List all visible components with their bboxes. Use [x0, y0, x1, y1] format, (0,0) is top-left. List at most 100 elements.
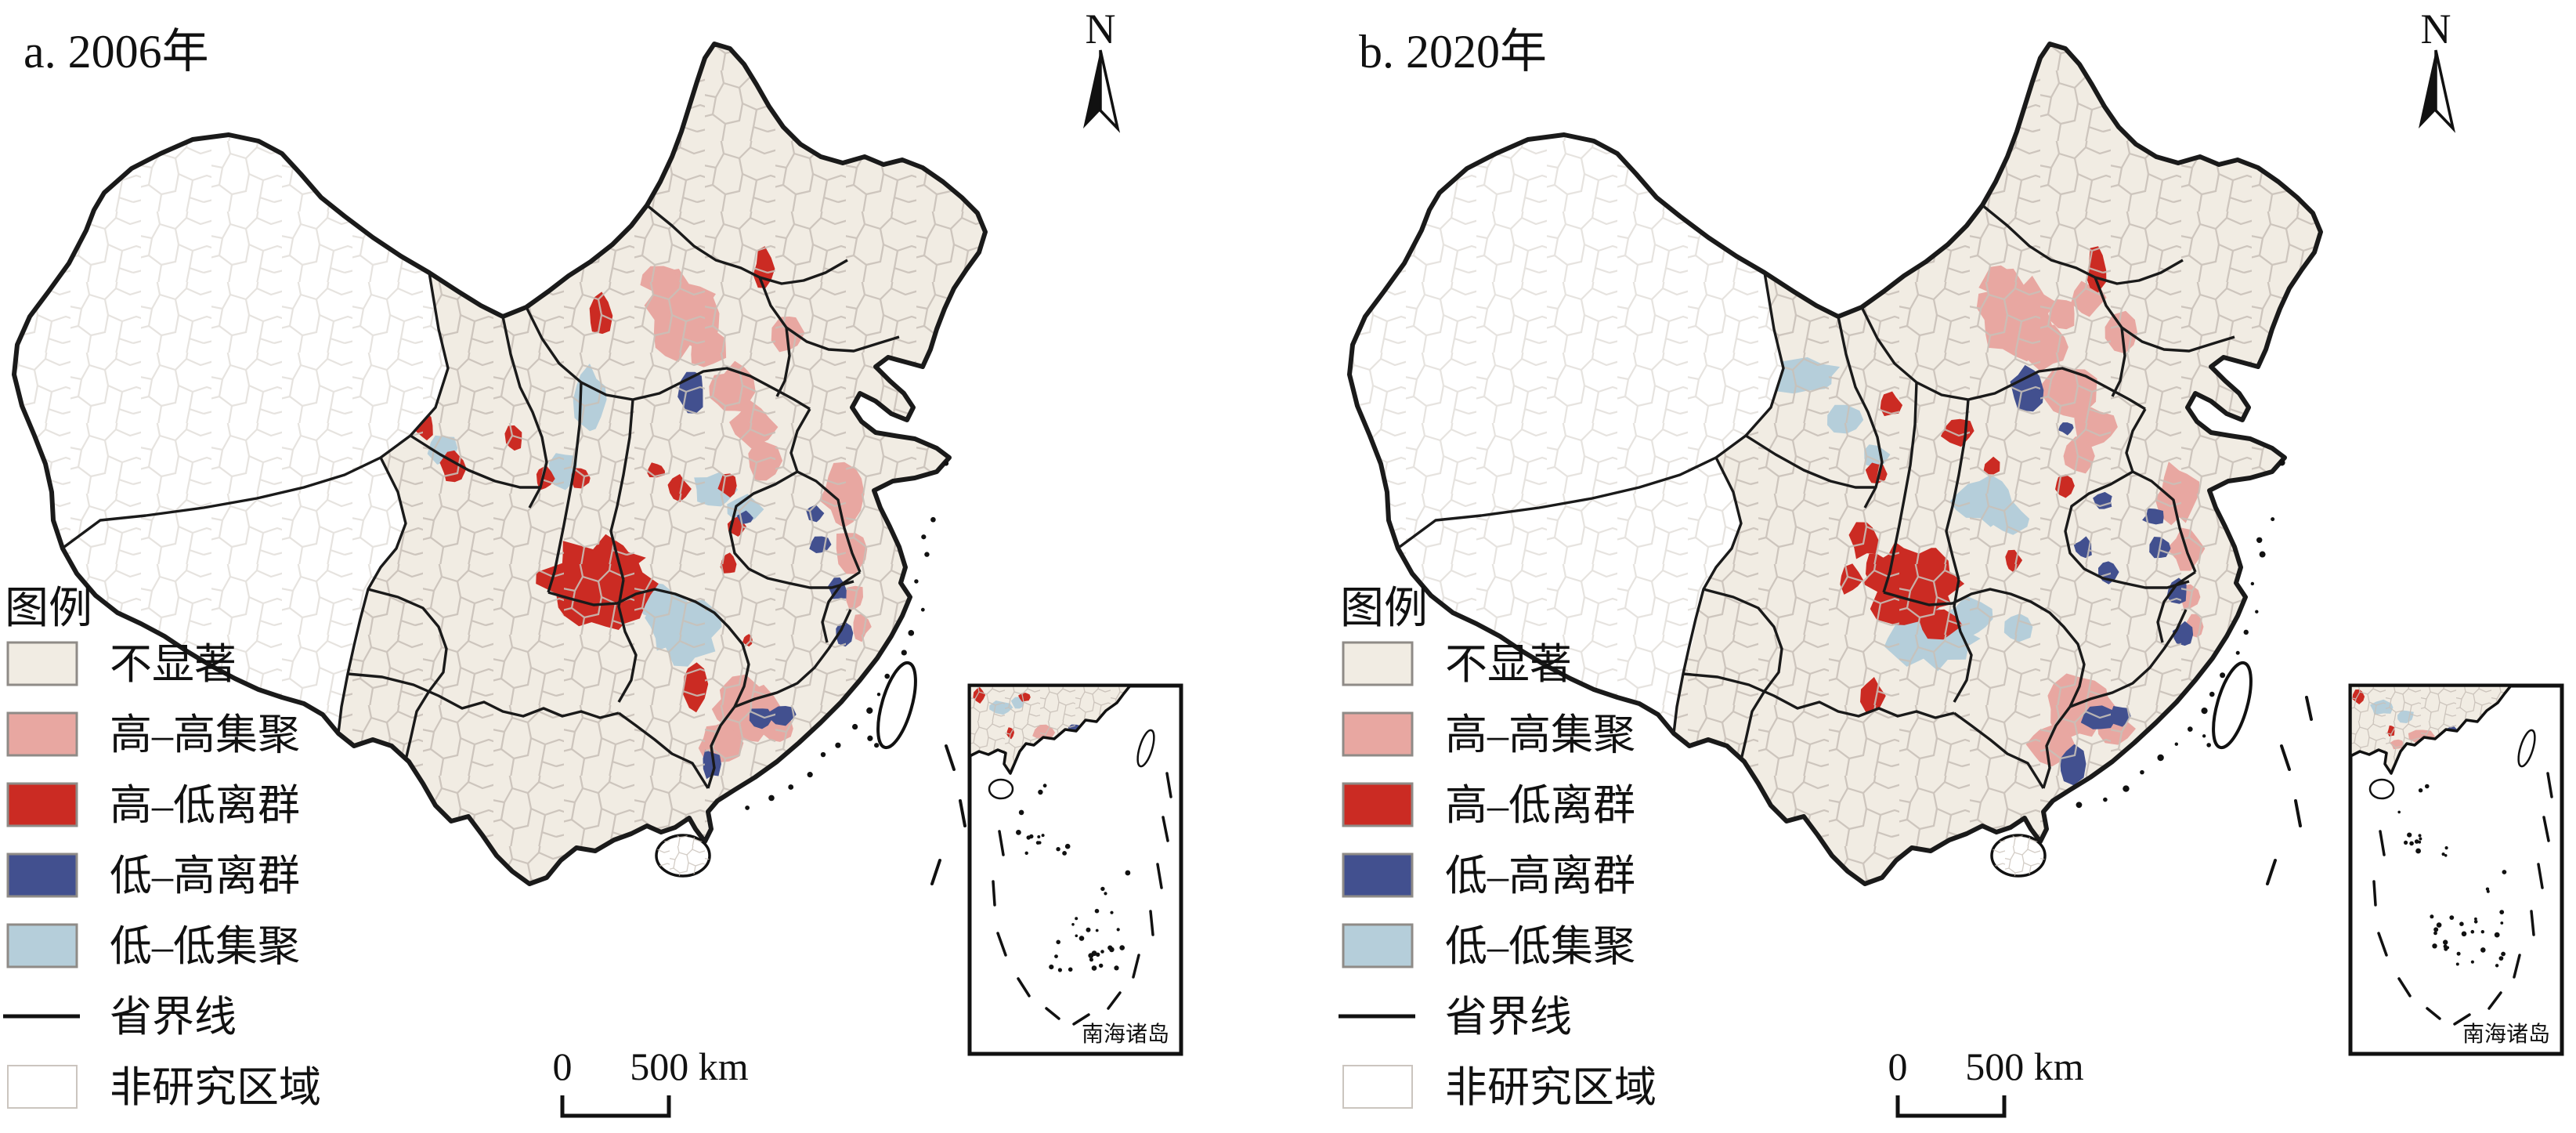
south-china-sea-inset: 南海诸岛	[967, 683, 1183, 1056]
inset-islet-dot	[2397, 810, 2401, 814]
national-boundary	[1347, 42, 2323, 886]
coastal-islet-dot	[2188, 726, 2193, 732]
inset-islet-dot	[1125, 870, 1131, 876]
coastal-islet-dot	[807, 772, 813, 778]
coastal-islet-dot	[914, 579, 919, 584]
inset-islet-dot	[2444, 846, 2448, 850]
legend-item-label: 省界线	[1445, 994, 1572, 1041]
inset-dash	[2426, 1007, 2441, 1020]
inset-islet-dot	[2470, 929, 2475, 934]
inset-label: 南海诸岛	[1082, 1022, 1169, 1047]
inset-taiwan	[1136, 729, 1155, 768]
coastal-islet-dot	[884, 673, 891, 679]
legend-item-label: 低–高离群	[110, 852, 300, 900]
inset-islet-dot	[2502, 870, 2507, 874]
coastal-islet-dot	[2103, 797, 2108, 802]
province-boundary	[63, 272, 450, 548]
map-drawing	[1347, 42, 2323, 886]
inset-islet-dot	[2473, 920, 2478, 924]
inset-islet-dot	[2433, 931, 2437, 936]
legend-item-label: 不显著	[110, 641, 237, 688]
province-boundary	[789, 408, 862, 573]
coastal-islet-dot	[788, 784, 794, 790]
inset-islet-dot	[2498, 956, 2504, 961]
coastal-islet-dot	[2201, 708, 2208, 715]
inset-islet-dot	[1078, 936, 1085, 941]
china-map-2020: 南海诸岛	[1347, 42, 2564, 1056]
inset-islet-dot	[1071, 923, 1075, 926]
inset-dash	[2379, 830, 2386, 856]
south-china-sea-inset: 南海诸岛	[2348, 683, 2564, 1056]
inset-islet-dot	[2455, 962, 2459, 966]
province-boundary	[410, 434, 540, 489]
province-boundary	[758, 277, 900, 353]
coastal-islet-dot	[930, 516, 936, 523]
inset-dash	[996, 932, 1007, 957]
inset-dash	[2453, 1013, 2471, 1026]
inset-mesh	[970, 686, 1130, 773]
inset-islet-dot	[1024, 851, 1028, 855]
province-boundary	[2064, 470, 2190, 589]
inset-islet-dot	[2499, 910, 2505, 914]
scale-zero: 0	[1888, 1044, 1908, 1088]
coastal-islet-dot	[920, 607, 925, 612]
inset-islet-dot	[2409, 841, 2414, 846]
province-boundary	[734, 609, 852, 708]
inset-islet-dot	[2470, 960, 2474, 964]
coastal-islet-dot	[876, 693, 881, 697]
inset-dash	[998, 830, 1005, 856]
legend-item-label: 不显著	[1445, 641, 1572, 688]
inset-dash	[1132, 954, 1140, 979]
inset-islet-dot	[1016, 830, 1021, 835]
province-boundary	[2111, 327, 2126, 397]
legend-swatch-hh	[1342, 711, 1414, 757]
inset-dash	[1162, 816, 1169, 842]
inset-islet-dot	[1119, 945, 1125, 950]
inset-islet-dot	[1038, 841, 1042, 845]
inset-islet-dot	[2414, 839, 2419, 844]
coastal-islet-dot	[908, 630, 915, 636]
legend-item-label: 高–高集聚	[1445, 711, 1635, 758]
sea-boundary-dash	[2280, 744, 2291, 771]
inset-islet-dot	[1100, 950, 1104, 954]
province-boundary	[2094, 277, 2235, 353]
scale-bracket	[1895, 1095, 2007, 1118]
inset-islet-dot	[2419, 837, 2422, 841]
province-boundary	[645, 204, 848, 285]
inset-islet-dot	[2494, 932, 2500, 938]
legend-swatch-nonstudy	[1342, 1065, 1413, 1109]
inset-islet-dot	[2459, 921, 2464, 926]
inset-coastline	[2349, 684, 2513, 775]
province-boundary	[525, 306, 811, 411]
inset-islet-dot	[2474, 917, 2477, 921]
province-boundary	[618, 711, 710, 789]
north-arrow-left	[2419, 50, 2436, 129]
inset-islet-dot	[1064, 843, 1071, 849]
scale-bar: 0 500 km	[1888, 1044, 2084, 1118]
coastal-islet-dot	[2174, 742, 2179, 746]
north-arrow: N	[2419, 5, 2456, 133]
coastal-islet-dot	[2202, 734, 2206, 738]
north-label: N	[2421, 5, 2451, 52]
inset-islet-dot	[2436, 922, 2442, 928]
north-arrow: N	[1083, 5, 1121, 133]
china-map-2006: 南海诸岛	[12, 42, 1183, 1056]
inset-dash	[1165, 772, 1172, 798]
coastal-islet-dot	[2250, 581, 2255, 586]
inset-dash	[1156, 863, 1163, 889]
inset-islet-dot	[2425, 784, 2430, 789]
inset-islet-dot	[2449, 915, 2455, 920]
inset-islet-dot	[1037, 835, 1041, 838]
inset-islet-dot	[1042, 784, 1047, 788]
inset-islet-dot	[1041, 834, 1045, 838]
inset-dash	[1017, 977, 1031, 997]
coastal-islet-dot	[852, 723, 858, 730]
coastal-islet-dot	[2140, 769, 2144, 775]
inset-islet-dot	[1104, 892, 1107, 896]
inset-islet-dot	[2418, 788, 2423, 793]
inset-label: 南海诸岛	[2462, 1022, 2550, 1047]
province-boundary	[547, 382, 583, 593]
